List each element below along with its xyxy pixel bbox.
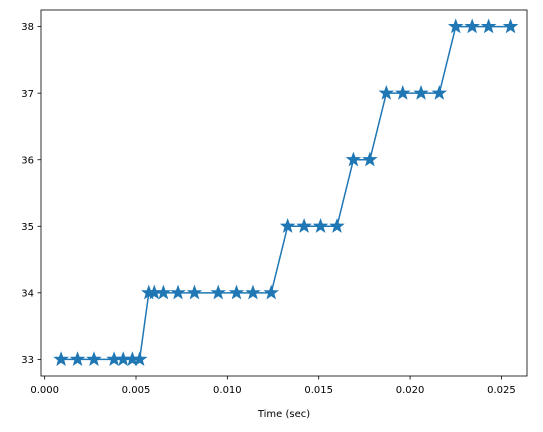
axes-frame [40, 9, 528, 377]
x-tick-label: 0.010 [213, 385, 242, 396]
data-point-marker [155, 284, 172, 300]
data-point-marker [312, 218, 329, 233]
y-tick-label: 37 [21, 89, 34, 100]
data-point-marker [245, 284, 261, 300]
data-point-marker [345, 151, 362, 167]
data-point-marker [464, 18, 480, 34]
data-point-marker [263, 284, 279, 300]
data-point-marker [296, 218, 312, 233]
axes: 0.000 0.005 0.010 0.015 0.020 0.025 33 34 35 36 37… [21, 9, 528, 396]
y-tick-label: 35 [21, 222, 34, 233]
series-line [61, 25, 511, 361]
data-point-marker [362, 151, 378, 167]
data-point-marker [170, 284, 186, 300]
y-tick-label: 38 [21, 22, 34, 33]
y-tick-label: 36 [21, 155, 34, 166]
y-tick-label: 34 [21, 288, 34, 299]
data-point-marker [228, 284, 245, 300]
x-tick-label: 0.025 [487, 385, 516, 396]
data-point-marker [86, 351, 102, 366]
data-point-marker [53, 351, 69, 366]
data-point-marker [186, 284, 203, 300]
x-tick-label: 0.015 [304, 385, 333, 396]
data-point-marker [502, 18, 519, 34]
x-tick-label: 0.000 [30, 385, 59, 396]
data-point-marker [431, 85, 448, 100]
data-point-marker [447, 18, 464, 34]
data-point-marker [378, 85, 395, 100]
y-tick-label: 33 [21, 355, 34, 366]
data-point-marker [69, 351, 86, 366]
data-point-marker [329, 218, 345, 233]
plot-area [53, 18, 519, 366]
data-point-marker [394, 85, 411, 100]
x-axis-label: Time (sec) [257, 409, 310, 420]
x-tick-label: 0.020 [396, 385, 425, 396]
data-point-marker [413, 85, 429, 100]
data-point-marker [131, 351, 148, 366]
data-point-marker [210, 284, 226, 300]
data-point-marker [279, 218, 296, 233]
data-point-marker [480, 18, 497, 34]
x-tick-label: 0.005 [122, 385, 151, 396]
